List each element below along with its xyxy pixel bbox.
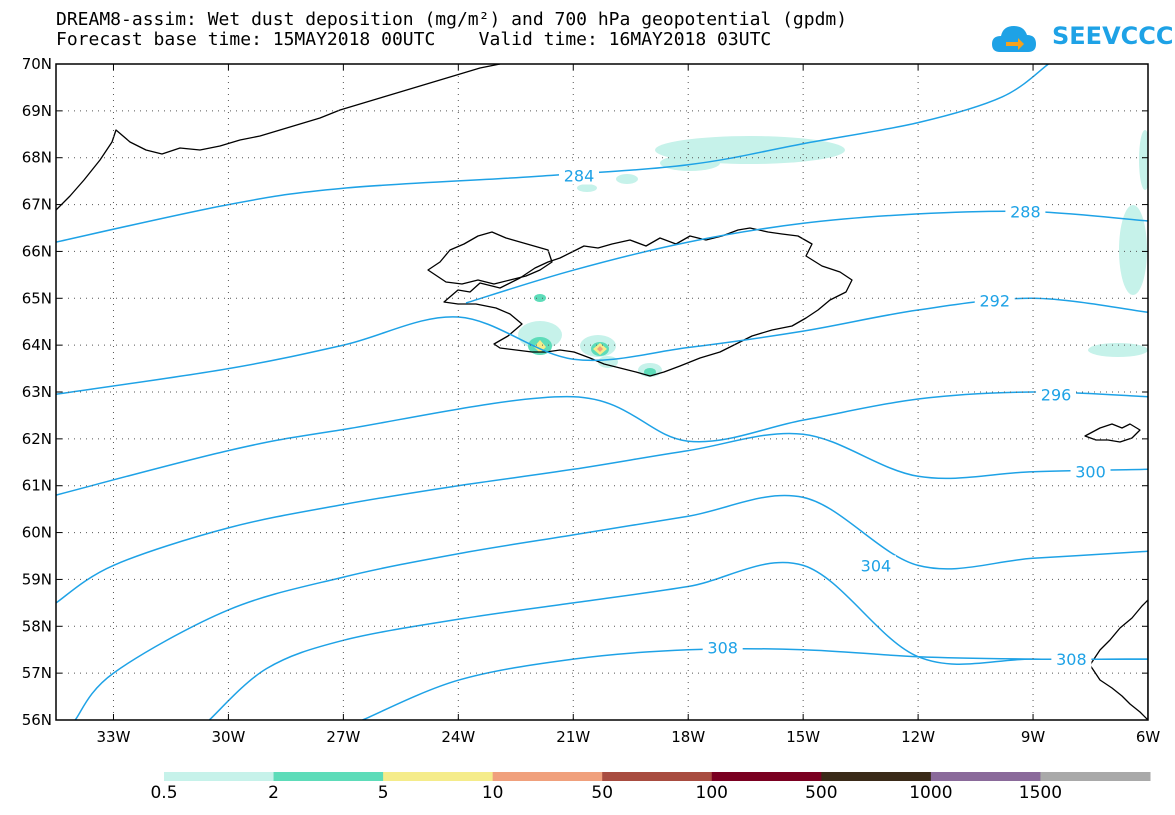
colorbar-label: 1500 [1018,783,1063,803]
colorbar-swatch [821,772,932,781]
contour-label-bg [855,555,896,575]
contour-label-bg [1051,649,1092,669]
faroe-coastline [1084,423,1141,443]
contour-line-300 [56,432,1148,604]
lat-label: 63N [22,383,52,401]
contour-label: 292 [979,292,1010,311]
graticule [56,63,1149,721]
colorbar-label: 100 [695,783,728,803]
lat-label: 58N [22,617,52,635]
axis-labels: 70N 69N 68N 67N 66N 65N 64N 63N 62N 61N 60N 59N 58N 5… [22,55,1161,746]
lat-label: 59N [22,570,52,588]
contour-label-bg [559,165,600,185]
lat-label: 60N [22,524,52,542]
lat-label: 68N [22,149,52,167]
colorbar [164,772,1151,781]
seevccc-logo-text: SEEVCCC [1052,22,1174,50]
contour-label: 284 [564,167,595,186]
coastlines [56,64,1148,720]
colorbar-label: 1000 [909,783,953,803]
contour-label: 308 [1056,650,1087,669]
map-title: DREAM8-assim: Wet dust deposition (mg/m²… [56,9,848,30]
contour-label: 296 [1041,385,1072,404]
colorbar-label: 5 [377,783,389,803]
greenland-coastline [56,64,501,211]
contour-label-bg [702,637,743,657]
contour-label-bg [1070,461,1111,481]
contour-line-296 [56,391,1148,496]
contour-line-292 [56,297,1148,396]
colorbar-swatch [930,772,1041,781]
contour-line-304 [74,494,1148,720]
contour-label: 300 [1075,463,1106,482]
contour-label: 304 [861,556,892,575]
colorbar-label: 0.5 [150,783,178,803]
map-subtitle-times: Forecast base time: 15MAY2018 00UTC Vali… [56,29,772,50]
lon-label: 6W [1136,728,1161,746]
westfjords-coastline [427,231,553,285]
lat-label: 64N [22,336,52,354]
lat-label: 56N [22,711,52,729]
colorbar-swatch [492,772,603,781]
lat-label: 57N [22,664,52,682]
contour-labels: 284 288 292 296 300 304 308 308 [559,165,1111,669]
lon-label: 30W [211,728,245,746]
colorbar-swatch [164,772,275,781]
lat-label: 61N [22,477,52,495]
lon-label: 18W [671,728,705,746]
colorbar-swatch [1040,772,1151,781]
contour-line-unlabeled [362,647,1148,720]
contour-label-bg [1005,201,1046,221]
deposition-shading [518,130,1148,377]
scotland-coastline [1089,599,1148,720]
colorbar-label: 500 [805,783,838,803]
lon-label: 27W [326,728,360,746]
colorbar-swatch [383,772,494,781]
colorbar-label: 2 [268,783,279,803]
cloud-icon [992,26,1036,52]
lat-label: 66N [22,242,52,260]
contour-label: 288 [1010,203,1041,222]
contour-label-bg [974,290,1015,310]
colorbar-swatch [273,772,384,781]
contour-line-284 [56,64,1049,243]
lon-label: 9W [1021,728,1046,746]
colorbar-label: 10 [481,783,504,803]
lon-label: 12W [901,728,935,746]
lat-label: 70N [22,55,52,73]
colorbar-swatch [602,772,713,781]
lon-label: 33W [97,728,131,746]
lon-label: 15W [786,728,820,746]
contour-line-308 [208,561,1148,720]
contour-label-bg [1036,384,1077,404]
lon-label: 21W [556,728,590,746]
lon-label: 24W [441,728,475,746]
iceland-coastline [443,227,853,377]
lat-label: 62N [22,430,52,448]
lat-label: 69N [22,102,52,120]
colorbar-label: 50 [591,783,614,803]
colorbar-swatch [711,772,822,781]
lat-label: 65N [22,289,52,307]
contour-label: 308 [707,638,738,657]
lat-label: 67N [22,196,52,214]
